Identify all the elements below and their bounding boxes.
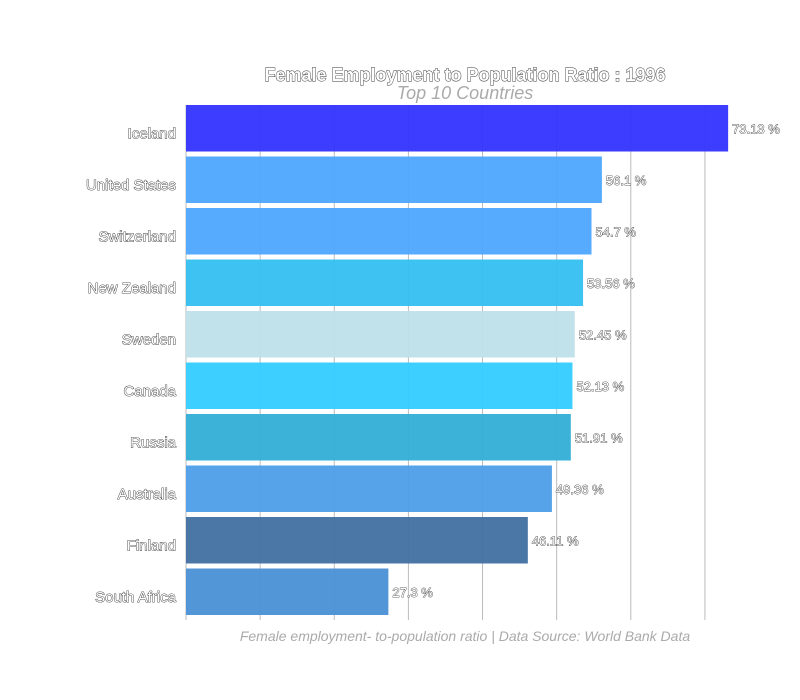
value-label: 73.13 %: [732, 121, 780, 136]
labels: Iceland 73.13 % United States 56.1 % Switzer…: [86, 121, 781, 606]
value-label: 46.11 %: [532, 533, 579, 548]
chart-caption: Female employment- to-population ratio |…: [240, 628, 691, 644]
bar-sweden: [186, 311, 575, 358]
bar-united-states: [186, 156, 602, 203]
value-label: 56.1 %: [606, 173, 647, 188]
category-label: Iceland: [128, 125, 176, 142]
value-label: 54.7 %: [596, 224, 637, 239]
category-label: New Zealand: [88, 280, 176, 297]
bar-new-zealand: [186, 259, 584, 306]
category-label: Sweden: [122, 331, 176, 348]
value-label: 52.45 %: [579, 327, 627, 342]
category-label: Canada: [123, 383, 176, 400]
category-label: Switzerland: [98, 228, 176, 245]
bar-canada: [186, 362, 573, 409]
category-label: Finland: [127, 537, 176, 554]
bar-switzerland: [186, 208, 592, 255]
chart-title: Female Employment to Population Ratio : …: [264, 65, 665, 85]
bar-finland: [186, 517, 528, 564]
value-label: 49.36 %: [556, 482, 604, 497]
value-label: 51.91 %: [575, 430, 623, 445]
category-label: Russia: [130, 434, 177, 451]
bar-australia: [186, 465, 552, 512]
category-label: United States: [86, 177, 176, 194]
bar-russia: [186, 414, 571, 461]
bars: [186, 105, 729, 615]
value-label: 27.3 %: [392, 585, 433, 600]
bar-iceland: [186, 105, 729, 152]
bar-south-africa: [186, 568, 389, 615]
category-label: Australia: [118, 486, 177, 503]
value-label: 52.13 %: [576, 379, 624, 394]
category-label: South Africa: [95, 589, 177, 606]
value-label: 53.56 %: [587, 276, 635, 291]
chart-subtitle: Top 10 Countries: [397, 83, 533, 103]
